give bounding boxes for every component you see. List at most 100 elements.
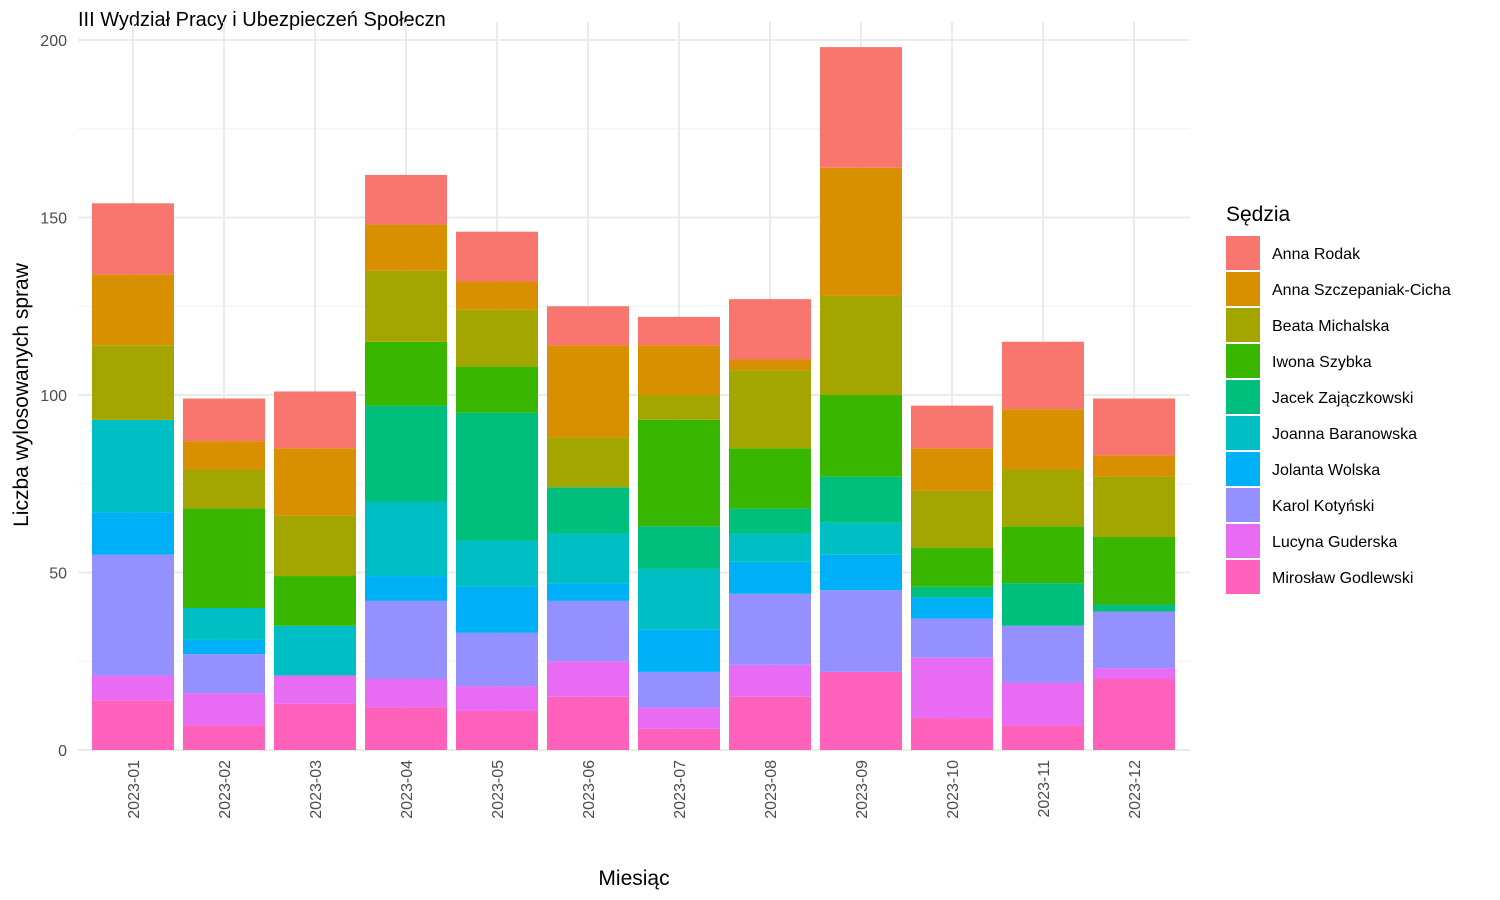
x-tick-label: 2023-03 <box>308 760 325 819</box>
x-tick-label: 2023-07 <box>672 760 689 819</box>
bar-segment <box>92 203 174 275</box>
bar-segment <box>456 281 538 310</box>
x-tick-label: 2023-12 <box>1127 760 1144 819</box>
legend: Sędzia Anna Rodak Anna Szczepaniak-Cicha B… <box>1226 203 1451 594</box>
bar-segment <box>820 476 902 523</box>
bar-segment <box>456 412 538 541</box>
bar-segment <box>456 686 538 711</box>
legend-key <box>1226 308 1260 342</box>
bar-segment <box>1093 455 1175 477</box>
bars <box>92 47 1175 750</box>
bar-segment <box>638 345 720 395</box>
bar-segment <box>638 419 720 527</box>
bar-segment <box>183 608 265 640</box>
bar-segment <box>456 309 538 367</box>
x-tick-label: 2023-09 <box>854 760 871 819</box>
bar-segment <box>274 576 356 626</box>
y-tick-label: 0 <box>58 743 67 760</box>
x-tick-label: 2023-08 <box>763 760 780 819</box>
bar-segment <box>638 568 720 630</box>
bar-segment <box>1002 526 1084 584</box>
x-axis-title: Miesiąc <box>598 867 669 890</box>
bar-segment <box>547 661 629 697</box>
bar-segment <box>547 533 629 584</box>
bar-segment <box>456 231 538 282</box>
bar-segment <box>911 547 993 587</box>
legend-key <box>1226 272 1260 306</box>
bar-segment <box>638 316 720 346</box>
bar-segment <box>820 167 902 296</box>
legend-key <box>1226 416 1260 450</box>
bar-segment <box>820 590 902 672</box>
bar-segment <box>183 441 265 470</box>
bar-segment <box>456 710 538 750</box>
bar-segment <box>274 703 356 750</box>
bar-segment <box>183 639 265 655</box>
bar-segment <box>729 664 811 697</box>
bar-segment <box>365 501 447 577</box>
bar-segment <box>365 600 447 679</box>
x-axis-ticks: 2023-01 2023-02 2023-03 2023-04 2023-05 2023-… <box>126 760 1144 819</box>
bar-segment <box>638 526 720 569</box>
bar-segment <box>1093 668 1175 679</box>
bar-segment <box>729 533 811 562</box>
bar-segment <box>820 295 902 395</box>
legend-label: Anna Szczepaniak-Cicha <box>1272 282 1451 299</box>
bar-segment <box>547 600 629 662</box>
bar-segment <box>820 671 902 750</box>
bar-segment <box>911 405 993 449</box>
legend-title: Sędzia <box>1226 203 1291 226</box>
bar-segment <box>92 700 174 750</box>
bar-segment <box>456 366 538 413</box>
legend-label: Anna Rodak <box>1272 246 1361 263</box>
bar-segment <box>274 448 356 516</box>
bar-segment <box>911 657 993 719</box>
legend-key <box>1226 236 1260 270</box>
x-tick-label: 2023-01 <box>126 760 143 819</box>
bar-segment <box>820 395 902 477</box>
bar-segment <box>92 512 174 555</box>
bar-segment <box>547 583 629 601</box>
bar-segment <box>820 554 902 591</box>
bar-segment <box>274 391 356 449</box>
bar-segment <box>1002 409 1084 470</box>
bar-segment <box>638 395 720 420</box>
bar-segment <box>92 419 174 513</box>
bar-segment <box>274 675 356 704</box>
bar-segment <box>911 618 993 658</box>
bar-segment <box>820 47 902 168</box>
bar-segment <box>820 522 902 555</box>
bar-segment <box>729 359 811 371</box>
legend-label: Mirosław Godlewski <box>1272 570 1413 587</box>
bar-segment <box>92 274 174 346</box>
bar-segment <box>274 515 356 577</box>
y-tick-label: 200 <box>40 33 67 50</box>
legend-label: Lucyna Guderska <box>1272 534 1398 551</box>
bar-segment <box>911 586 993 598</box>
bar-segment <box>1093 604 1175 612</box>
bar-segment <box>911 490 993 548</box>
legend-key <box>1226 452 1260 486</box>
bar-segment <box>911 718 993 750</box>
bar-segment <box>1002 341 1084 410</box>
legend-key <box>1226 488 1260 522</box>
bar-segment <box>456 632 538 687</box>
bar-segment <box>365 224 447 271</box>
bar-segment <box>365 341 447 406</box>
legend-key <box>1226 380 1260 414</box>
legend-key <box>1226 344 1260 378</box>
bar-segment <box>547 306 629 346</box>
bar-segment <box>92 675 174 701</box>
bar-segment <box>1093 679 1175 750</box>
bar-segment <box>1093 611 1175 669</box>
bar-segment <box>92 345 174 420</box>
bar-segment <box>1002 625 1084 683</box>
bar-segment <box>274 625 356 676</box>
bar-segment <box>729 508 811 534</box>
bar-segment <box>1002 725 1084 750</box>
bar-segment <box>183 725 265 750</box>
legend-key <box>1226 560 1260 594</box>
bar-segment <box>183 654 265 694</box>
y-tick-label: 150 <box>40 211 67 228</box>
